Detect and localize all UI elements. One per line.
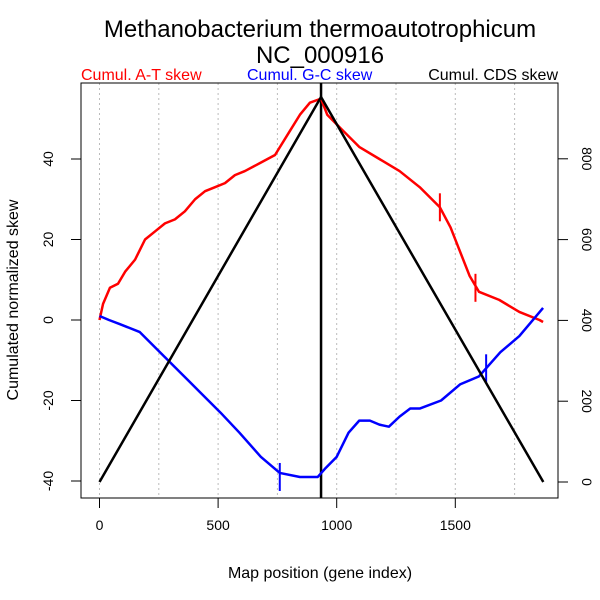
x-tick-label: 500 bbox=[206, 517, 230, 533]
chart-subtitle: NC_000916 bbox=[256, 42, 384, 69]
y-right-tick-label: 200 bbox=[579, 390, 595, 414]
series-line bbox=[99, 307, 545, 479]
legend-cds-skew: Cumul. CDS skew bbox=[428, 67, 558, 84]
y-right-tick-label: 800 bbox=[579, 147, 595, 171]
y-tick-label: 0 bbox=[40, 316, 56, 324]
x-tick-label: 1500 bbox=[440, 517, 471, 533]
y-axis-label: Cumulated normalized skew bbox=[5, 199, 22, 400]
series-line bbox=[98, 97, 544, 324]
chart-title: Methanobacterium thermoautotrophicum bbox=[104, 16, 536, 43]
y-right-tick-label: 400 bbox=[579, 309, 595, 333]
y-right-tick-label: 600 bbox=[579, 228, 595, 252]
x-tick-label: 0 bbox=[96, 517, 104, 533]
legend-at-skew: Cumul. A-T skew bbox=[81, 67, 202, 84]
plot-frame bbox=[80, 82, 559, 499]
x-axis-label: Map position (gene index) bbox=[228, 565, 412, 582]
y-tick-label: 20 bbox=[40, 232, 56, 248]
y-tick-label: -20 bbox=[40, 390, 56, 410]
y-tick-label: 40 bbox=[40, 151, 56, 167]
legend-gc-skew: Cumul. G-C skew bbox=[247, 67, 373, 84]
series-line bbox=[98, 95, 545, 483]
y-right-tick-label: 0 bbox=[579, 478, 595, 486]
y-tick-label: -40 bbox=[40, 471, 56, 491]
x-tick-label: 1000 bbox=[321, 517, 352, 533]
